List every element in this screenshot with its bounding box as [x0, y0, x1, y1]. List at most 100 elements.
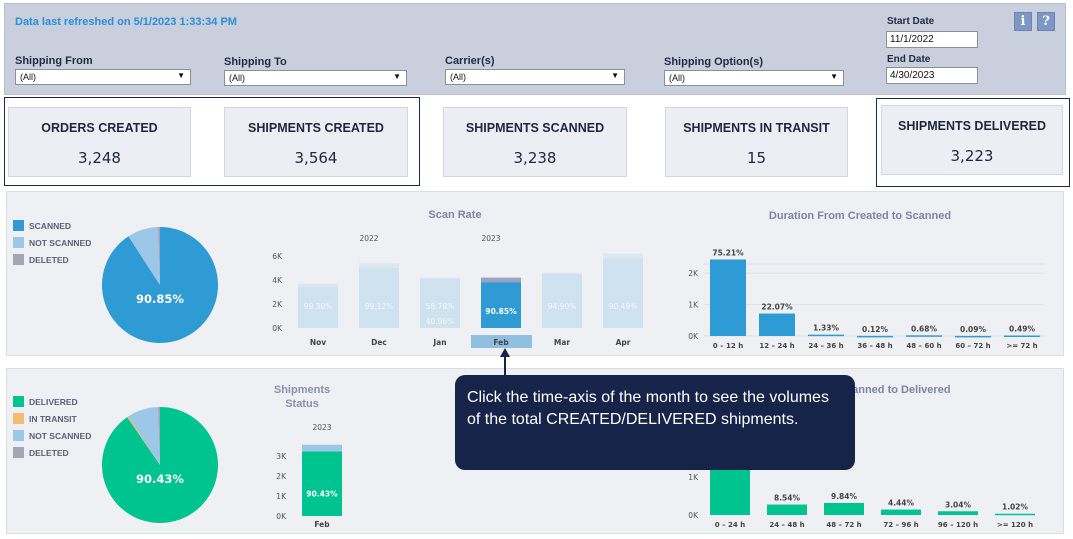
legend-swatch [13, 430, 24, 441]
bar-percent-label: 99.12% [365, 302, 394, 311]
scan-legend-item[interactable]: NOT SCANNED [13, 237, 91, 248]
end-date-input[interactable]: 4/30/2023 [886, 67, 978, 84]
bar-percent-label: 9.84% [831, 492, 858, 501]
callout-pointer [500, 348, 510, 376]
x-tick-label: 0 – 24 h [715, 521, 745, 529]
legend-swatch [13, 220, 24, 231]
legend-swatch [13, 396, 24, 407]
help-icon[interactable]: ? [1037, 12, 1055, 31]
info-icon[interactable]: i [1014, 12, 1032, 31]
bar-delivered [302, 451, 342, 516]
x-tick-label: 36 – 48 h [857, 342, 892, 350]
bar-percent-label: 75.21% [712, 248, 744, 257]
kpi-title: SHIPMENTS SCANNED [465, 121, 605, 135]
data-refresh-text: Data last refreshed on 5/1/2023 1:33:34 … [15, 16, 237, 28]
pie-slice-not-scanned [128, 227, 160, 285]
shipments-status-title-line2: Status [285, 398, 319, 410]
y-tick-label: 0K [272, 324, 283, 333]
y-tick-label: 1K [688, 301, 699, 310]
bar-percent-label: 1.02% [1002, 503, 1029, 512]
pie-slice-deleted [157, 407, 160, 465]
start-date-label: Start Date [887, 16, 935, 27]
kpi-shipments-delivered[interactable]: SHIPMENTS DELIVERED 3,223 [881, 105, 1063, 175]
legend-label: IN TRANSIT [29, 413, 77, 424]
duration-scanned-title: Duration From Created to Scanned [768, 210, 952, 222]
bar-percent-label: 1.33% [813, 324, 840, 333]
bar-percent-label: 94.90% [548, 302, 577, 311]
kpi-value: 15 [746, 149, 767, 167]
chevron-down-icon: ▼ [611, 71, 619, 80]
kpi-shipments-scanned[interactable]: SHIPMENTS SCANNED 3,238 [443, 107, 627, 177]
delivered-kpi-highlight [876, 98, 1070, 187]
legend-swatch [13, 413, 24, 424]
y-tick-label: 2K [276, 472, 287, 481]
kpi-value: 3,223 [950, 147, 994, 165]
kpi-title: SHIPMENTS IN TRANSIT [683, 121, 830, 135]
x-tick-label: Nov [310, 338, 326, 347]
shipping-from-label: Shipping From [15, 55, 93, 67]
x-tick-label: >= 72 h [1006, 342, 1037, 350]
year-label: 2023 [312, 423, 331, 432]
legend-swatch [13, 447, 24, 458]
x-tick-label: 48 – 60 h [906, 342, 941, 350]
x-tick-label: 96 – 120 h [938, 521, 978, 529]
kpi-title: SHIPMENTS CREATED [248, 121, 384, 135]
kpi-shipments-in-transit[interactable]: SHIPMENTS IN TRANSIT 15 [665, 107, 848, 177]
legend-label: NOT SCANNED [29, 237, 92, 248]
month-highlight [471, 335, 532, 348]
bar-percent-label: 8.54% [774, 494, 801, 503]
chevron-down-icon: ▼ [393, 72, 401, 81]
bar [710, 259, 746, 336]
bar-scanned-jan [420, 278, 460, 328]
bar [881, 509, 921, 515]
kpi-value: 3,238 [513, 149, 557, 167]
duration-scanned-chart: 0K 1K 2K 75.21% 0 – 12 h 22.07% 12 – 24 h 1.33%… [688, 248, 1044, 350]
delivery-pie-chart[interactable]: 90.43% [95, 400, 225, 530]
duration-delivered-chart: 0K 1K 0 – 24 h 8.54% 24 – 48 h 9.84% 48 – 72 h… [688, 461, 1035, 529]
scan-legend-item[interactable]: DELETED [13, 254, 69, 265]
carriers-label: Carrier(s) [445, 55, 495, 67]
y-tick-label: 0K [688, 511, 699, 520]
legend-swatch [13, 254, 24, 265]
scan-legend-item[interactable]: SCANNED [13, 220, 71, 231]
shipping-to-select[interactable]: (All) ▼ [224, 70, 407, 86]
shipping-option-select[interactable]: (All) ▼ [664, 70, 844, 86]
scan-rate-title: Scan Rate [428, 209, 482, 221]
kpi-orders-created[interactable]: ORDERS CREATED 3,248 [8, 107, 191, 177]
legend-label: SCANNED [29, 220, 72, 231]
end-date-label: End Date [887, 54, 931, 65]
shipping-to-label: Shipping To [224, 56, 287, 68]
bar [955, 335, 991, 338]
y-tick-label: 3K [276, 452, 287, 461]
kpi-title: SHIPMENTS DELIVERED [898, 119, 1046, 133]
bar-percent-label: 3.04% [945, 500, 972, 509]
bar [759, 313, 795, 336]
shipping-from-value: (All) [20, 72, 36, 82]
bar [808, 334, 844, 337]
bar-secondary-label: 40.96% [426, 317, 455, 326]
shipping-from-select[interactable]: (All) ▼ [15, 69, 191, 85]
bar [995, 513, 1035, 516]
carriers-select[interactable]: (All) ▼ [445, 69, 625, 85]
y-tick-label: 4K [272, 276, 283, 285]
bar-percent-label: 90.49% [609, 302, 638, 311]
delivery-legend-item[interactable]: NOT SCANNED [13, 430, 91, 441]
delivery-legend-item[interactable]: DELETED [13, 447, 69, 458]
year-label: 2023 [481, 234, 500, 243]
delivery-legend-item[interactable]: DELIVERED [13, 396, 78, 407]
delivery-legend-item[interactable]: IN TRANSIT [13, 413, 77, 424]
bar-scanned-dec [359, 268, 399, 328]
y-tick-label: 1K [276, 492, 287, 501]
kpi-value: 3,564 [294, 149, 338, 167]
bar-percent-label: 90.43% [306, 490, 338, 499]
bar [710, 461, 750, 515]
scan-rate-chart: 0K 2K 4K 6K 2022 2023 99.30% Nov 99.12% Dec 58.78%… [272, 234, 643, 348]
kpi-shipments-created[interactable]: SHIPMENTS CREATED 3,564 [224, 107, 408, 177]
bar-percent-label: 90.85% [485, 307, 517, 316]
y-tick-label: 2K [272, 300, 283, 309]
start-date-input[interactable]: 11/1/2022 [886, 31, 978, 48]
x-tick-label: 60 – 72 h [955, 342, 990, 350]
scan-pie-chart[interactable]: 90.85% [95, 220, 225, 350]
bar [938, 511, 978, 515]
bar [1004, 335, 1040, 337]
